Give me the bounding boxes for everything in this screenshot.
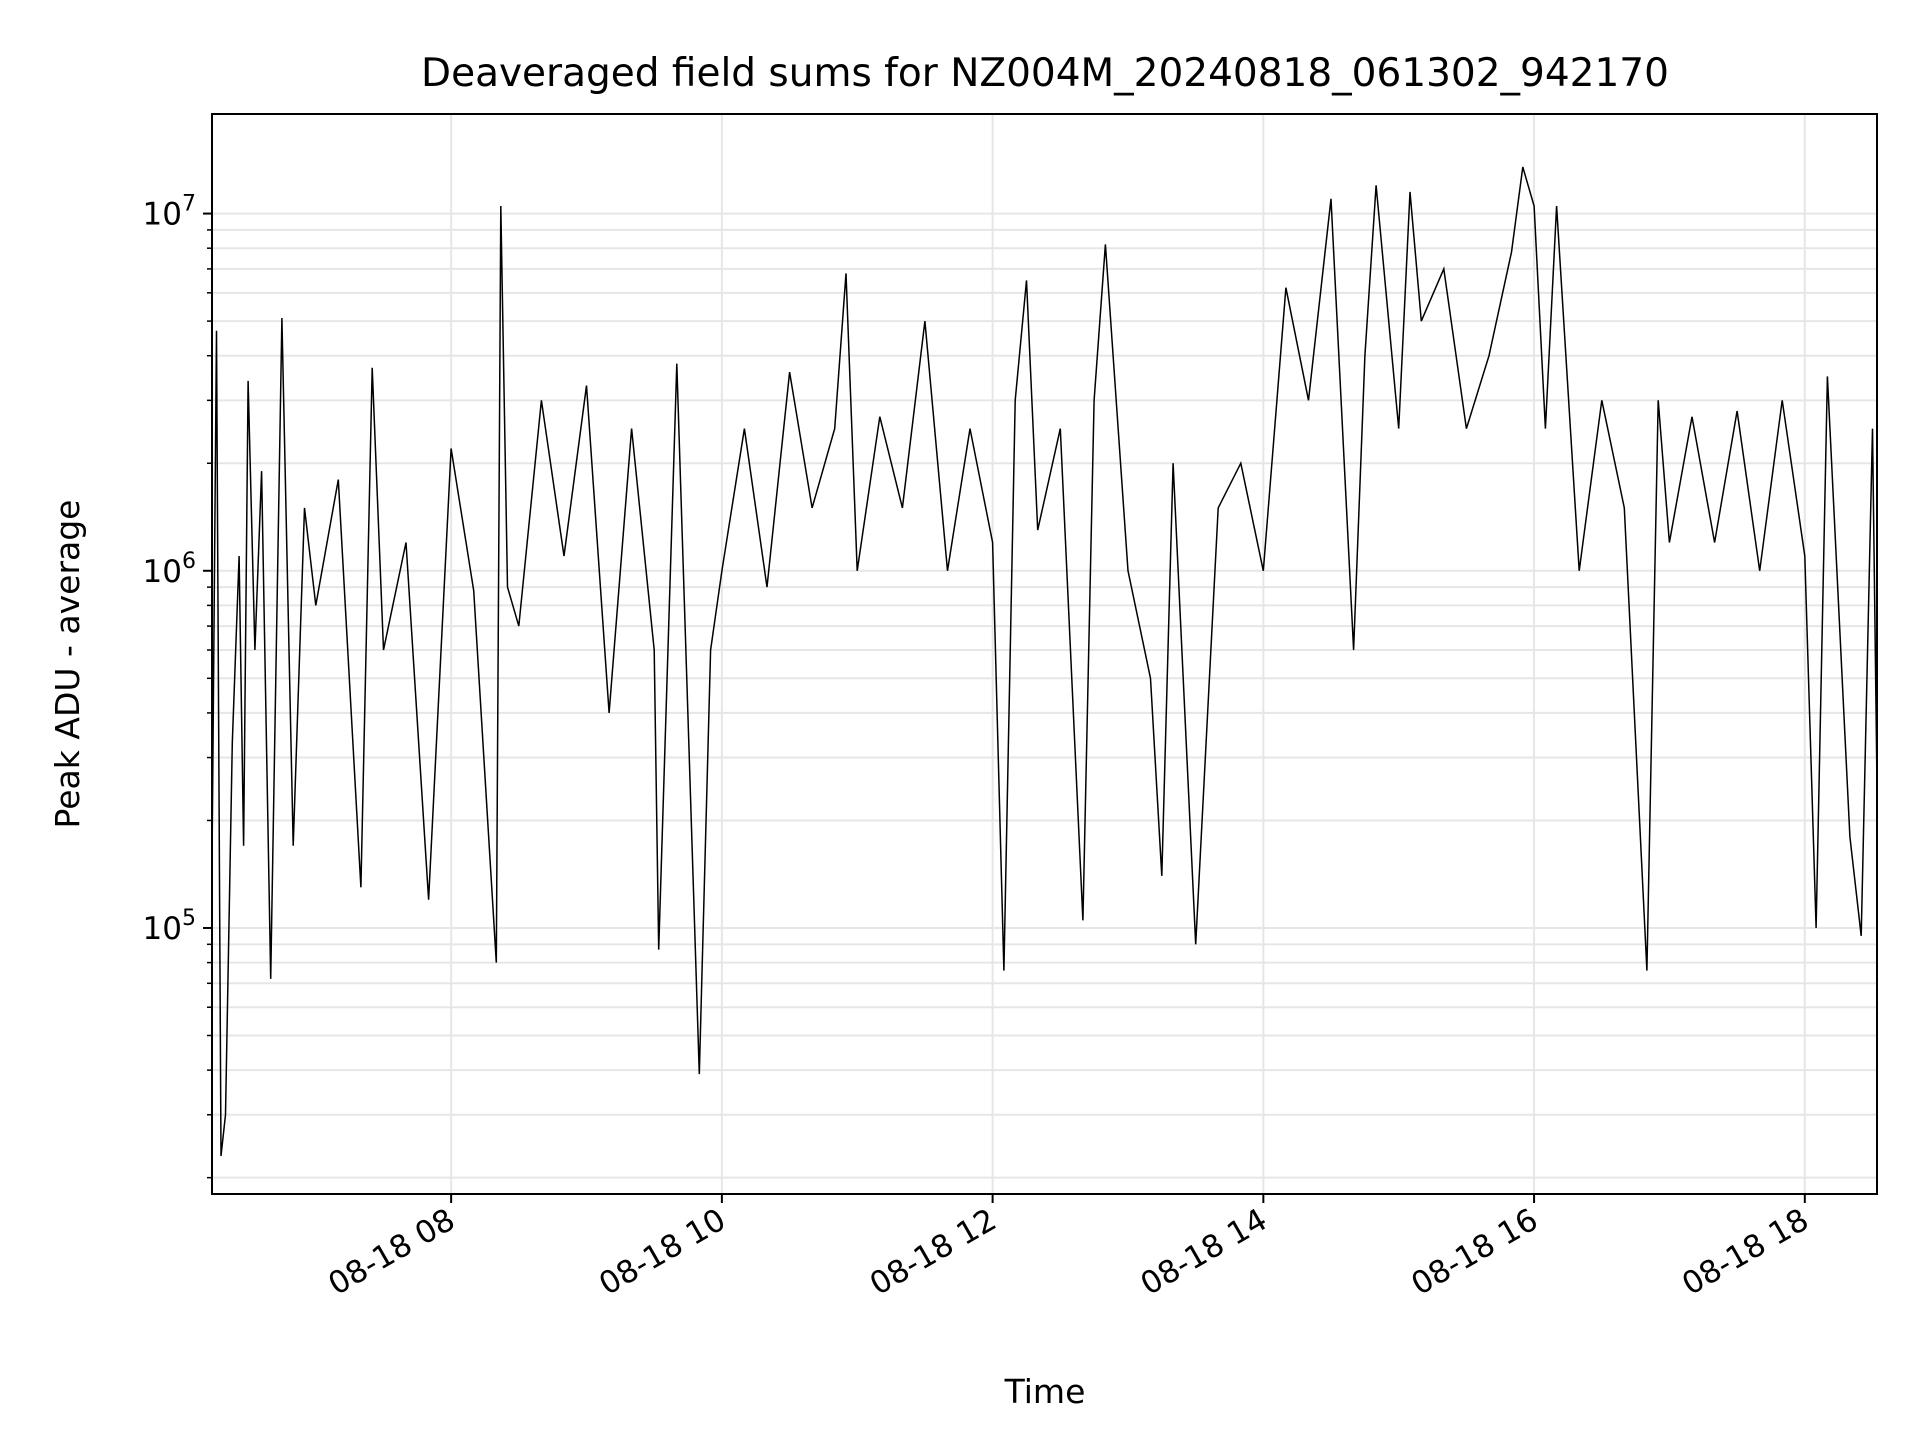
grid: [212, 114, 1877, 1194]
chart-title: Deaveraged field sums for NZ004M_2024081…: [421, 51, 1669, 96]
x-axis-label: Time: [1004, 1372, 1086, 1411]
series-layer: [211, 166, 1878, 1157]
y-tick-label: 105: [143, 906, 196, 947]
series-line: [211, 166, 1878, 1157]
y-axis-label: Peak ADU - average: [48, 500, 87, 829]
y-tick-label: 106: [143, 549, 196, 590]
y-tick-label: 107: [143, 192, 196, 233]
plot-frame: [211, 113, 1878, 1195]
